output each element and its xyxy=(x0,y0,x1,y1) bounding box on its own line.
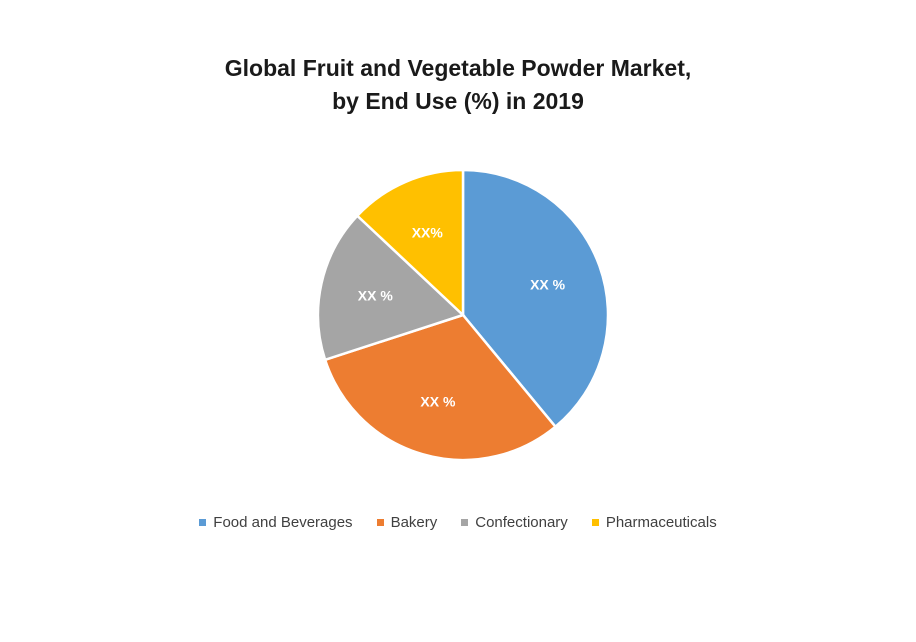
legend: Food and Beverages Bakery Confectionary … xyxy=(0,514,916,531)
pie-slice-food-and-beverages xyxy=(461,168,610,429)
legend-item-pharmaceuticals: Pharmaceuticals xyxy=(591,514,717,531)
pie-slice-pharmaceuticals xyxy=(355,168,465,318)
legend-label: Bakery xyxy=(390,514,438,531)
pie-data-label: XX % xyxy=(358,287,394,303)
pie-data-label: XX % xyxy=(530,277,566,293)
legend-label: Food and Beverages xyxy=(213,514,353,531)
pie-slices xyxy=(316,168,610,462)
legend-label: Pharmaceuticals xyxy=(605,514,717,531)
pie-data-label: XX% xyxy=(412,224,444,240)
legend-swatch-icon xyxy=(461,519,469,526)
legend-swatch-icon xyxy=(591,519,599,526)
chart-title-line2: by End Use (%) in 2019 xyxy=(332,88,584,114)
pie-slice-bakery xyxy=(323,313,558,462)
legend-label: Confectionary xyxy=(475,514,568,531)
legend-item-bakery: Bakery xyxy=(376,514,438,531)
legend-swatch-icon xyxy=(199,519,207,526)
legend-item-confectionary: Confectionary xyxy=(461,514,568,531)
chart-title-line1: Global Fruit and Vegetable Powder Market… xyxy=(224,55,692,81)
legend-swatch-icon xyxy=(376,519,384,526)
legend-item-food-and-beverages: Food and Beverages xyxy=(199,514,353,531)
pie-data-label: XX % xyxy=(420,393,456,409)
pie-slice-confectionary xyxy=(316,213,466,362)
chart-title: Global Fruit and Vegetable Powder Market… xyxy=(0,52,916,118)
pie-labels: XX % XX % XX % XX% xyxy=(358,224,566,409)
